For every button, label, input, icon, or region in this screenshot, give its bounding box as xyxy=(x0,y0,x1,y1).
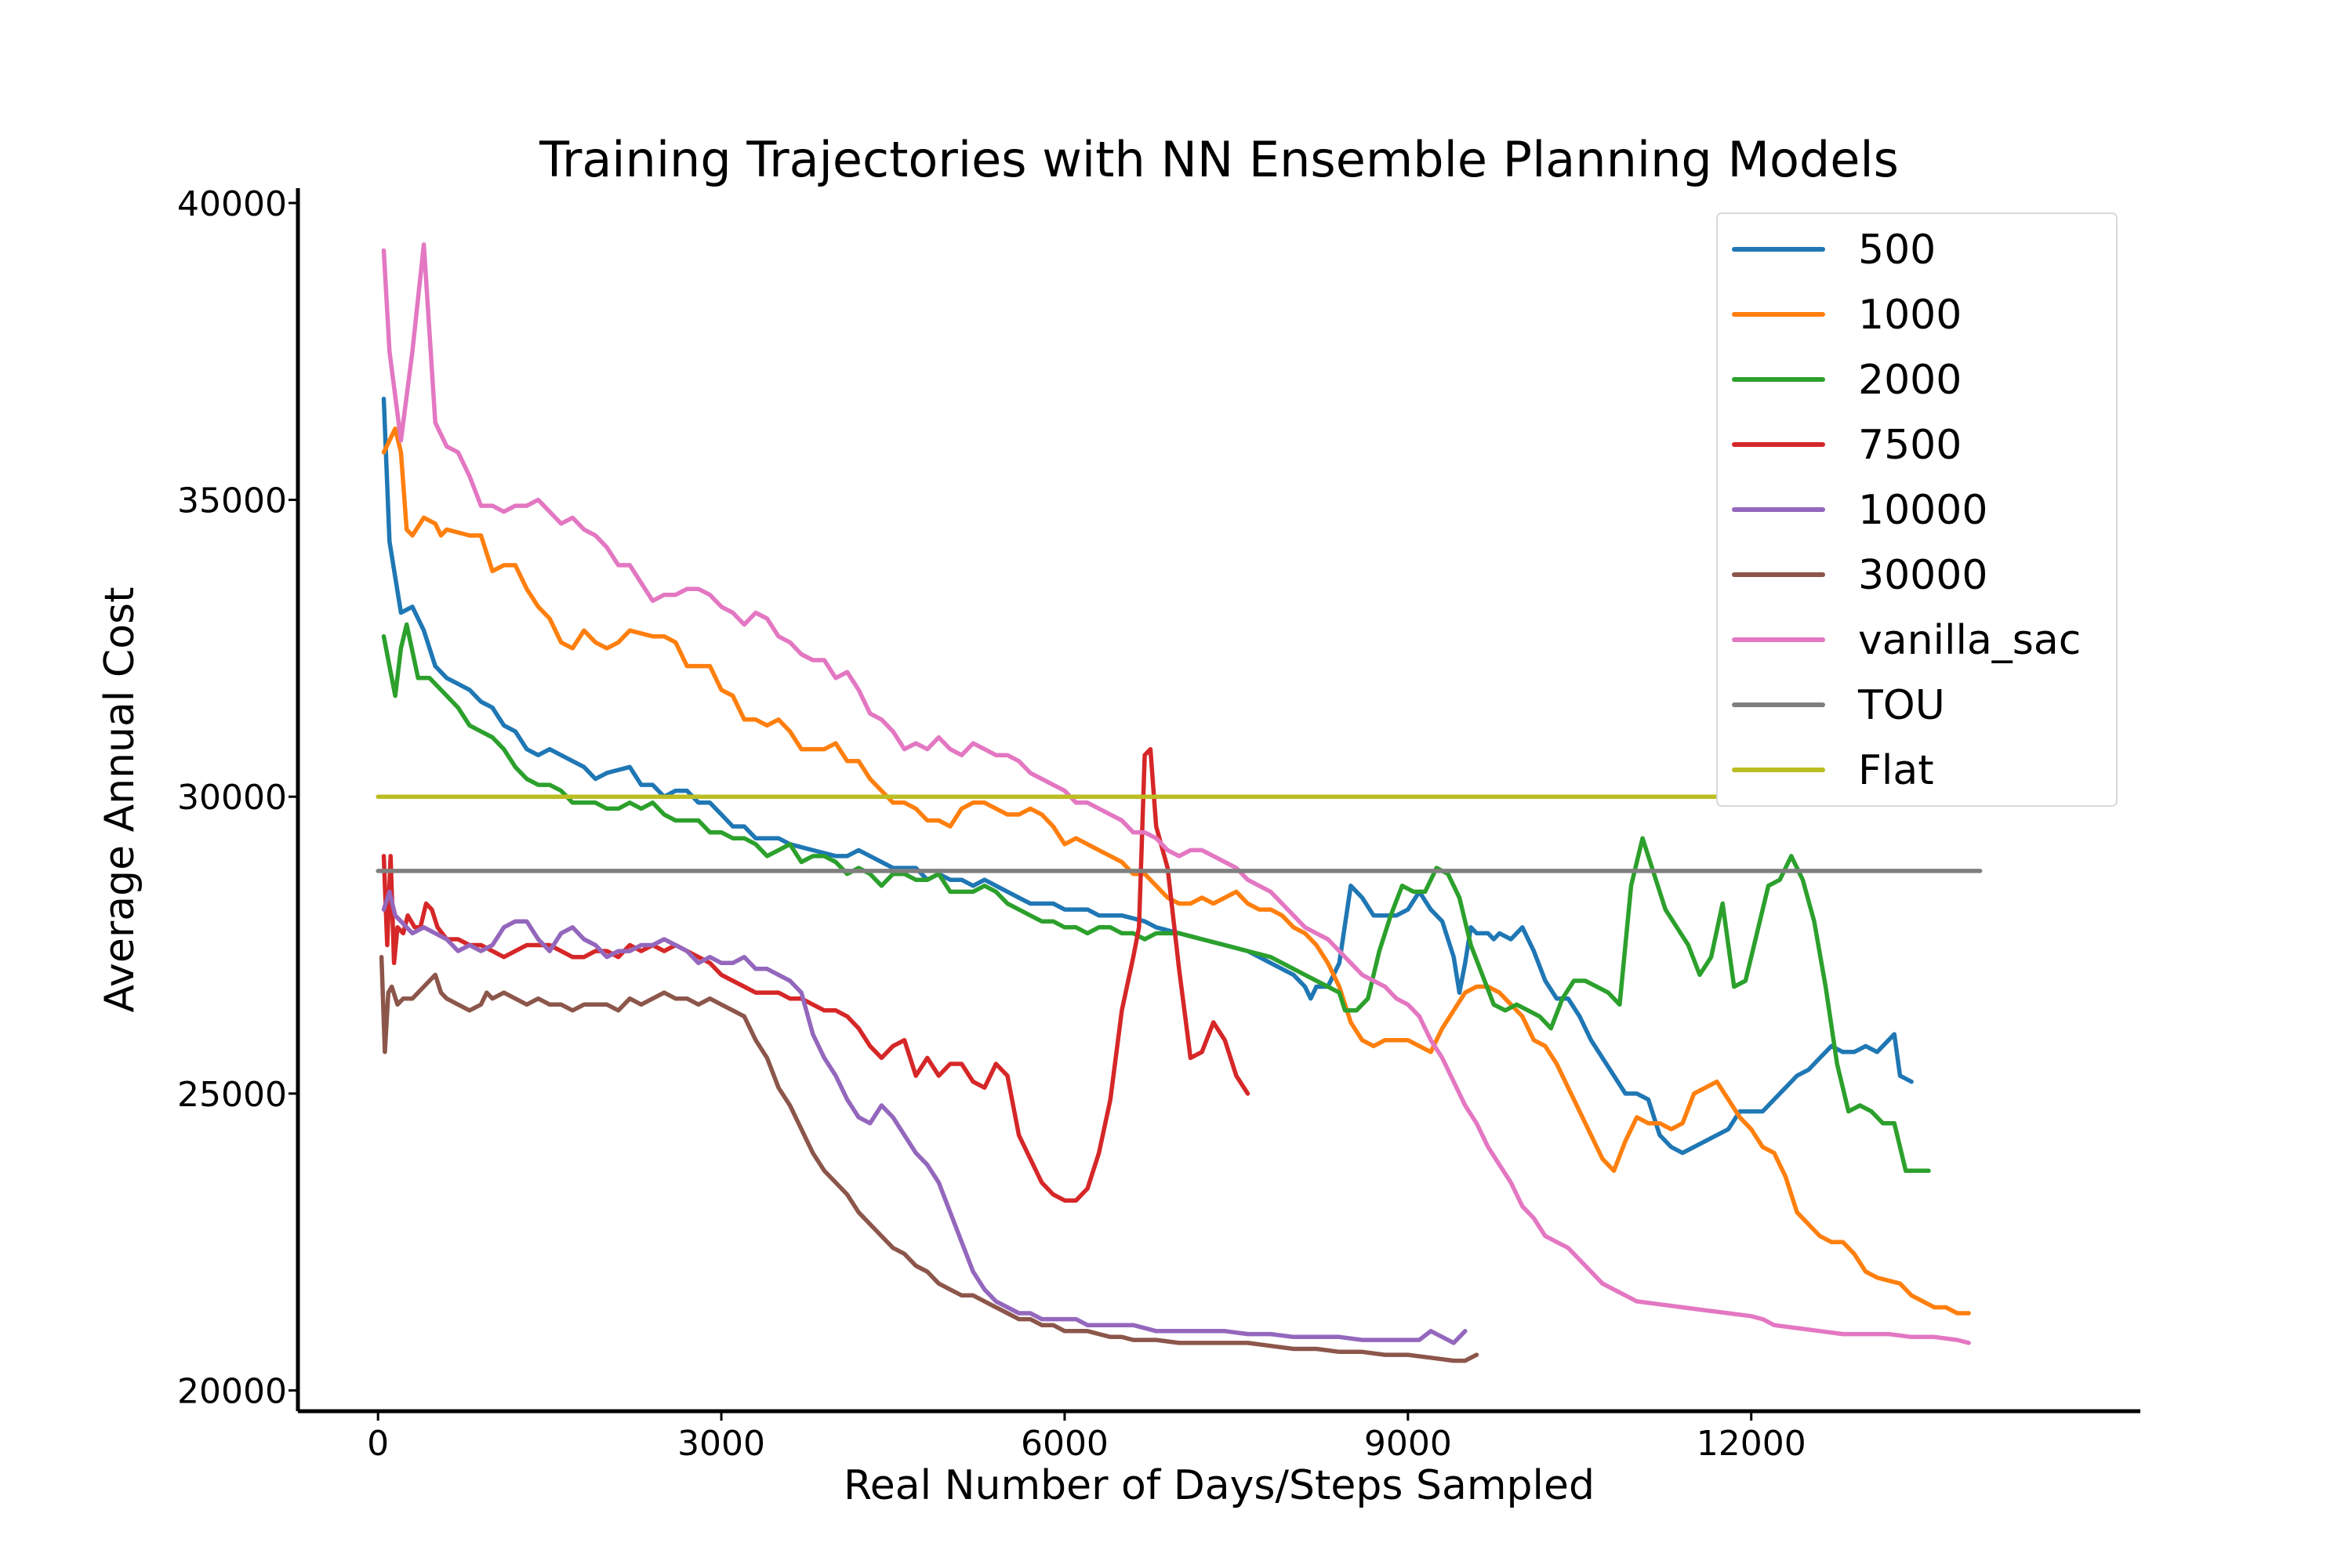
legend-label-30000: 30000 xyxy=(1858,552,1987,599)
legend-label-vanilla-sac: vanilla_sac xyxy=(1858,617,2081,664)
series-line-30000 xyxy=(379,954,1479,1363)
series-line-vanilla-sac xyxy=(381,242,1971,1345)
y-axis-title: Average Annual Cost xyxy=(96,587,143,1013)
y-tick-label: 20000 xyxy=(177,1371,287,1411)
legend-frame xyxy=(1716,212,2118,807)
series-line-2000 xyxy=(381,622,1931,1174)
series-layer xyxy=(376,242,1983,1363)
y-tick-label: 25000 xyxy=(177,1075,287,1115)
series-line-500 xyxy=(381,397,1914,1156)
y-tick-label: 30000 xyxy=(177,778,287,818)
x-axis-title: Real Number of Days/Steps Sampled xyxy=(844,1462,1595,1509)
legend: 500 1000 2000 7500 10000 30000 vanilla_sac TOU F… xyxy=(1716,212,2118,807)
y-tick-label: 35000 xyxy=(177,481,287,521)
legend-label-2000: 2000 xyxy=(1858,357,1962,404)
legend-label-flat: Flat xyxy=(1858,747,1934,794)
legend-label-tou: TOU xyxy=(1857,682,1945,729)
y-tick-label: 40000 xyxy=(177,184,287,224)
chart-title: Training Trajectories with NN Ensemble P… xyxy=(539,131,1899,188)
x-tick-label: 9000 xyxy=(1364,1424,1452,1464)
legend-label-7500: 7500 xyxy=(1858,422,1962,469)
legend-label-10000: 10000 xyxy=(1858,487,1987,534)
series-line-1000 xyxy=(381,426,1971,1316)
axes-layer: 0 3000 6000 9000 12000 20000 25000 30000 35000 40… xyxy=(177,184,2140,1464)
x-tick-label: 6000 xyxy=(1021,1424,1109,1464)
legend-label-1000: 1000 xyxy=(1858,292,1962,339)
x-tick-label: 12000 xyxy=(1697,1424,1806,1464)
x-tick-label: 3000 xyxy=(677,1424,765,1464)
legend-label-500: 500 xyxy=(1858,227,1936,274)
series-line-10000 xyxy=(381,889,1468,1345)
x-tick-label: 0 xyxy=(367,1424,389,1464)
